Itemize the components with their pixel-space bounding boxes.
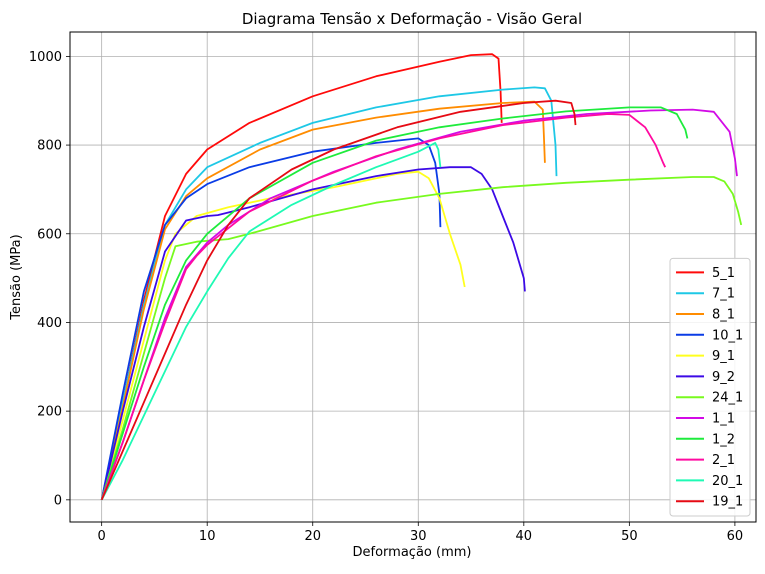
series-line-9_1 xyxy=(100,170,466,501)
legend-label: 24_1 xyxy=(712,391,743,406)
x-tick-label: 60 xyxy=(727,529,744,544)
series-line-20_1 xyxy=(100,142,442,501)
grid-lines xyxy=(70,32,756,522)
y-tick-label: 400 xyxy=(37,316,62,331)
series-line-1_2 xyxy=(100,106,689,501)
series-line-2_1 xyxy=(100,113,667,501)
legend-label: 19_1 xyxy=(712,495,743,510)
series-line-10_1 xyxy=(100,137,442,500)
plot-frame xyxy=(69,31,757,523)
y-tick-label: 800 xyxy=(37,139,62,154)
legend-label: 20_1 xyxy=(712,474,743,489)
legend-label: 1_2 xyxy=(712,432,735,447)
x-tick-label: 50 xyxy=(621,529,638,544)
y-axis-ticks: 0 200 400 600 800 1000 xyxy=(29,50,70,508)
series-line-7_1 xyxy=(100,86,558,500)
y-axis-label: Tensão (MPa) xyxy=(9,234,24,320)
legend: 5_1 7_1 8_1 10_1 9_1 9_2 24_1 1_1 1_2 2_1 20_1 19_1 xyxy=(669,257,751,517)
series-line-19_1 xyxy=(100,99,577,501)
chart-title: Diagrama Tensão x Deformação - Visão Ger… xyxy=(242,10,582,28)
series-line-24_1 xyxy=(100,176,743,501)
x-axis-ticks: 0 10 20 30 40 50 60 xyxy=(98,522,744,544)
series-line-1_1 xyxy=(100,108,738,501)
legend-label: 2_1 xyxy=(712,453,735,468)
legend-label: 9_2 xyxy=(712,370,735,385)
x-tick-label: 10 xyxy=(199,529,216,544)
legend-label: 5_1 xyxy=(712,266,735,281)
y-tick-label: 0 xyxy=(54,493,62,508)
x-axis-label: Deformação (mm) xyxy=(353,545,472,560)
legend-label: 8_1 xyxy=(712,308,735,323)
x-tick-label: 30 xyxy=(410,529,427,544)
y-tick-label: 600 xyxy=(37,227,62,242)
series-line-9_2 xyxy=(100,166,526,501)
y-tick-label: 1000 xyxy=(29,50,62,65)
x-tick-label: 0 xyxy=(98,529,106,544)
y-tick-label: 200 xyxy=(37,405,62,420)
series-line-8_1 xyxy=(100,100,546,500)
legend-label: 1_1 xyxy=(712,412,735,427)
x-tick-label: 40 xyxy=(516,529,533,544)
series-lines xyxy=(100,53,743,501)
x-tick-label: 20 xyxy=(304,529,321,544)
series-line-5_1 xyxy=(100,53,503,500)
legend-label: 7_1 xyxy=(712,287,735,302)
legend-box xyxy=(669,257,751,517)
legend-label: 9_1 xyxy=(712,349,735,364)
legend-label: 10_1 xyxy=(712,328,743,343)
